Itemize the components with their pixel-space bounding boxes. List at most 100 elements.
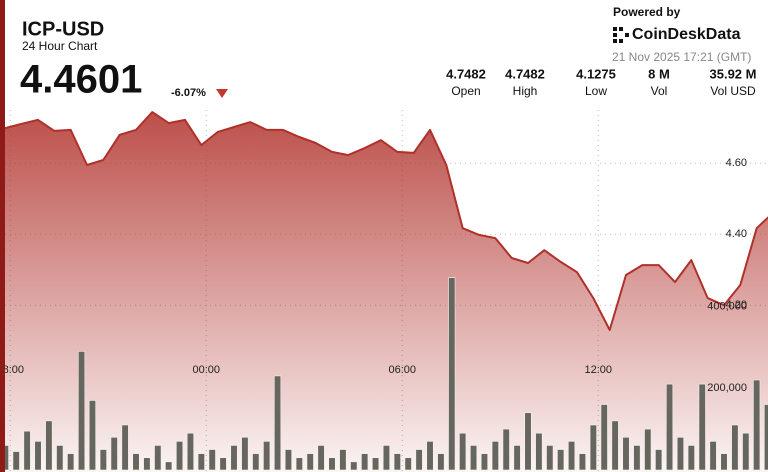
volume-bar: [252, 453, 260, 471]
volume-bar: [56, 445, 64, 471]
volume-bar: [88, 400, 97, 471]
volume-bar: [132, 453, 140, 471]
volume-bar: [67, 453, 75, 471]
volume-bar: [513, 445, 521, 471]
volume-bar: [557, 449, 565, 471]
volume-bar: [219, 457, 227, 471]
brand-logo: [613, 27, 629, 43]
volume-bar: [121, 424, 129, 471]
volume-bar: [655, 449, 663, 471]
volume-tick-label: 400,000: [707, 300, 747, 312]
volume-bar: [263, 441, 271, 471]
logo-dot: [619, 27, 623, 31]
volume-bar: [578, 453, 587, 471]
volume-bar: [426, 441, 434, 471]
volume-tick-label: 200,000: [707, 382, 747, 394]
volume-bar: [45, 420, 53, 471]
volume-bar: [295, 457, 303, 471]
volume-bar: [23, 430, 31, 471]
volume-bar: [665, 383, 674, 471]
x-tick-label: 06:00: [388, 364, 416, 376]
x-tick-label: 18:00: [0, 364, 24, 376]
price-area: [0, 112, 768, 472]
volume-bar: [284, 449, 293, 471]
volume-bar: [611, 420, 619, 471]
volume-bar: [687, 445, 695, 471]
stat-label: Low: [585, 84, 607, 98]
volume-bar: [241, 436, 249, 471]
x-tick-label: 00:00: [192, 364, 220, 376]
volume-bar: [143, 457, 151, 471]
line-layer: [0, 111, 768, 331]
logo-dot: [613, 27, 617, 31]
volume-bar: [698, 383, 706, 471]
volume-bar: [34, 441, 42, 471]
volume-bar: [186, 432, 195, 471]
stat-value: 8 M: [648, 66, 670, 81]
ticker: ICP-USD: [22, 18, 104, 40]
down-arrow: [216, 89, 228, 98]
logo-dot: [625, 33, 629, 37]
volume-bar: [12, 451, 20, 471]
volume-bar: [339, 449, 347, 471]
volume-bar: [415, 449, 423, 471]
volume-bar: [77, 351, 86, 471]
stat-label: Vol USD: [710, 84, 756, 98]
volume-bar: [404, 457, 412, 471]
price: 4.4601: [20, 58, 142, 102]
volume-bar: [633, 445, 641, 471]
volume-bar: [600, 404, 608, 471]
powered-by: Powered by: [613, 5, 681, 19]
stat-label: Vol: [651, 84, 668, 98]
volume-bar: [328, 457, 336, 471]
stat-values: 4.7482 4.7482 4.1275 8 M 35.92 M: [446, 66, 756, 81]
logo-dot: [613, 33, 617, 37]
y-tick-label: 4.60: [726, 157, 747, 169]
x-tick-label: 12:00: [584, 364, 612, 376]
volume-bar: [491, 441, 499, 471]
volume-bar: [393, 453, 401, 471]
subtitle: 24 Hour Chart: [22, 39, 98, 53]
volume-bar: [644, 428, 652, 471]
volume-bar: [371, 457, 380, 471]
volume-bar: [154, 445, 162, 471]
stat-value: 35.92 M: [710, 66, 757, 81]
volume-bar: [676, 436, 685, 471]
change: -6.07%: [171, 87, 206, 99]
volume-bar: [720, 453, 728, 471]
volume-bar: [589, 424, 597, 471]
volume-bar: [742, 432, 750, 471]
stat-label: High: [513, 84, 538, 98]
logo-dot: [613, 39, 617, 43]
volume-bar: [99, 449, 107, 471]
volume-bar: [459, 432, 467, 471]
stat-value: 4.1275: [576, 66, 616, 81]
left-stripe: [0, 0, 5, 472]
plot-area: 4.60 4.40 4.20 18:00 00:00 06:00 12:00 200,000 4…: [0, 110, 768, 472]
volume-bar: [208, 449, 216, 471]
volume-bar: [382, 445, 391, 471]
stat-label: Open: [451, 84, 480, 98]
volume-bar: [273, 375, 282, 471]
volume-bar: [546, 445, 554, 471]
volume-bar: [306, 453, 314, 471]
volume-bar: [480, 453, 489, 471]
label-layer: 4.60 4.40 4.20 18:00 00:00 06:00 12:00 200,000 4…: [0, 157, 747, 394]
volume-bar: [197, 453, 205, 471]
volume-bar: [165, 461, 173, 471]
volume-bar: [448, 277, 456, 471]
volume-bar: [317, 445, 325, 471]
volume-bar: [175, 441, 184, 471]
volume-bar: [437, 453, 445, 471]
y-tick-label: 4.20: [726, 299, 747, 311]
volume-bar: [753, 379, 761, 471]
stat-value: 4.7482: [446, 66, 486, 81]
volume-bar: [502, 428, 510, 471]
volume-bar: [361, 453, 369, 471]
volume-bar: [622, 436, 630, 471]
timestamp: 21 Nov 2025 17:21 (GMT): [612, 50, 751, 64]
logo-dot: [619, 39, 623, 43]
volume-bar: [709, 441, 717, 471]
